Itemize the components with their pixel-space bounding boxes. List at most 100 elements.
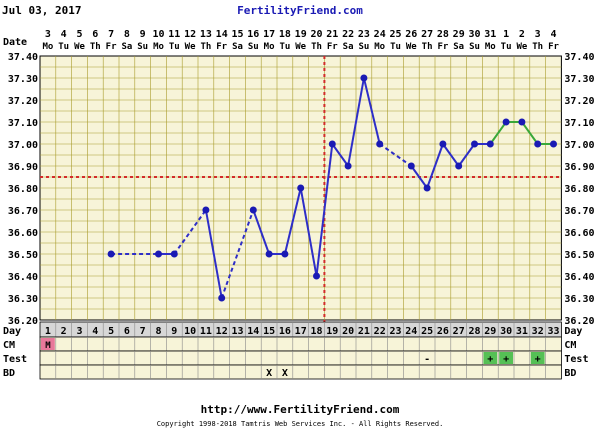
weekday-label: We	[295, 42, 306, 52]
date-label: 3	[535, 29, 541, 40]
date-label: 11	[168, 29, 180, 40]
date-label: 5	[76, 29, 82, 40]
cm-row-label-right: CM	[564, 340, 576, 351]
temperature-line-segment	[252, 209, 271, 255]
test-entry: -	[424, 354, 430, 365]
cycle-day-label: 26	[437, 326, 449, 337]
temperature-line-segment	[299, 187, 318, 277]
y-tick-label-left: 36.50	[8, 250, 38, 261]
weekday-label: Fr	[548, 42, 559, 52]
y-tick-label-left: 36.80	[8, 184, 38, 195]
y-tick-label-left: 36.70	[8, 206, 38, 217]
footer-url: http://www.FertilityFriend.com	[201, 403, 400, 416]
test-positive-cell	[530, 352, 545, 364]
test-row-label-left: Test	[3, 354, 27, 365]
temperature-point	[249, 206, 257, 214]
weekday-label: Fr	[437, 42, 448, 52]
test-row	[39, 350, 562, 366]
day-row-label-right: Day	[564, 326, 582, 337]
weekday-label: Mo	[42, 42, 53, 52]
weekday-label: Th	[311, 42, 322, 52]
y-tick-label-right: 37.10	[564, 118, 594, 129]
cycle-day-label: 5	[108, 326, 114, 337]
date-label: 9	[140, 29, 146, 40]
date-label: 29	[453, 29, 465, 40]
weekday-label: Su	[469, 42, 480, 52]
weekday-label: Mo	[153, 42, 164, 52]
cycle-day-label: 33	[547, 326, 559, 337]
temperature-point	[360, 74, 368, 82]
cm-row	[39, 336, 562, 352]
temperature-point	[328, 140, 336, 148]
temperature-point	[407, 162, 415, 170]
temperature-point	[297, 184, 305, 192]
weekday-label: Sa	[343, 42, 354, 52]
cycle-day-label: 4	[92, 326, 98, 337]
cycle-day-label: 10	[184, 326, 196, 337]
date-label: 7	[108, 29, 114, 40]
temperature-line-segment	[426, 143, 444, 189]
cycle-day-label: 12	[216, 326, 228, 337]
temperature-point	[439, 140, 447, 148]
test-entry: +	[535, 354, 541, 365]
temperature-line-segment	[362, 77, 381, 145]
temperature-line-segment	[173, 209, 207, 255]
temperature-point	[502, 118, 510, 126]
cycle-day-label: 8	[155, 326, 161, 337]
weekday-label: Th	[90, 42, 101, 52]
cycle-day-label: 20	[342, 326, 354, 337]
y-tick-label-right: 37.20	[564, 96, 594, 107]
cycle-day-label: 19	[326, 326, 338, 337]
footer-copyright: Copyright 1998-2018 Tamtris Web Services…	[157, 420, 444, 428]
date-label: 24	[374, 29, 386, 40]
date-label: 17	[263, 29, 275, 40]
weekday-label: Th	[200, 42, 211, 52]
cm-row-label-left: CM	[3, 340, 15, 351]
cycle-day-label: 17	[295, 326, 307, 337]
cm-entry: M	[45, 341, 51, 351]
projected-line-segment	[521, 121, 539, 145]
date-label: 27	[421, 29, 433, 40]
y-tick-label-left: 36.60	[8, 228, 38, 239]
weekday-label: Th	[422, 42, 433, 52]
temperature-point	[423, 184, 431, 192]
date-label: 6	[92, 29, 98, 40]
weekday-label: Tu	[390, 42, 401, 52]
date-label: 2	[519, 29, 525, 40]
date-label: 14	[216, 29, 228, 40]
bd-entry: X	[282, 368, 288, 379]
weekday-label: Tu	[169, 42, 180, 52]
weekday-label: Tu	[501, 42, 512, 52]
bd-row	[39, 364, 562, 380]
y-tick-label-right: 37.40	[564, 52, 594, 63]
y-tick-label-left: 37.00	[8, 140, 38, 151]
y-tick-label-left: 37.30	[8, 74, 38, 85]
cycle-day-label: 14	[247, 326, 259, 337]
temperature-point	[518, 118, 526, 126]
date-label: 21	[326, 29, 338, 40]
date-label: 3	[45, 29, 51, 40]
temperature-point	[313, 272, 320, 280]
cycle-day-label: 11	[200, 326, 212, 337]
weekday-label: We	[185, 42, 196, 52]
temperature-line-segment	[220, 209, 255, 299]
date-label: 26	[405, 29, 417, 40]
weekday-label: Fr	[327, 42, 338, 52]
temperature-point	[170, 250, 178, 258]
weekday-label: Su	[137, 42, 148, 52]
date-label: 15	[231, 29, 243, 40]
temperature-line-segment	[283, 187, 302, 255]
y-tick-label-right: 36.90	[564, 162, 594, 173]
chart-date: Jul 03, 2017	[2, 4, 81, 17]
temperature-line-segment	[315, 143, 334, 277]
temperature-point	[534, 140, 542, 148]
cycle-day-label: 16	[279, 326, 291, 337]
date-label: 23	[358, 29, 370, 40]
date-label: 22	[342, 29, 354, 40]
cm-menses-cell	[41, 338, 55, 350]
weekday-label: We	[516, 42, 527, 52]
weekday-label: Tu	[58, 42, 69, 52]
weekday-label: Fr	[106, 42, 117, 52]
y-tick-label-right: 36.30	[564, 294, 594, 305]
